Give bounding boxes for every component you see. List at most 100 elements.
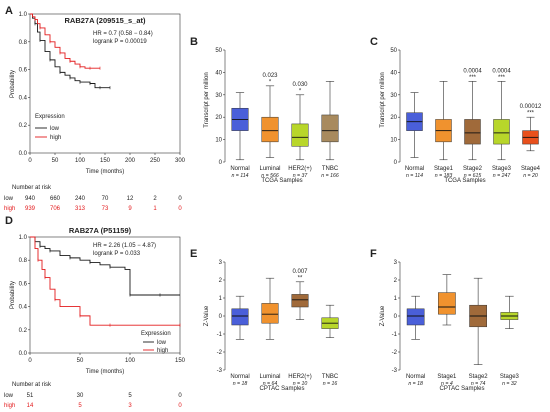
logrank-stat-a: logrank P = 0.00019 — [93, 39, 147, 45]
legend-entry-low-a: low — [50, 126, 60, 132]
y-tick-label: 30 — [215, 93, 222, 99]
p-value-label: 0.0004 — [492, 68, 511, 74]
risk-cell-high: 14 — [27, 403, 34, 409]
risk-cell-low: 0 — [178, 393, 182, 399]
survival-panel-d: D RAB27A (P51159) HR = 2.26 (1.05 − 4.87… — [4, 215, 186, 409]
p-value-label: 0.030 — [292, 82, 308, 88]
sample-size-label: n = 32 — [502, 381, 517, 387]
x-tick-label: 250 — [150, 158, 161, 164]
category-label: Stage1 — [434, 166, 454, 172]
y-tick-label: 0.2 — [19, 123, 28, 129]
sample-size-label: n = 20 — [523, 173, 538, 179]
risk-cell-high: 939 — [25, 206, 36, 212]
risk-cell-high: 73 — [102, 206, 109, 212]
risk-cell-low: 0 — [178, 196, 182, 202]
y-tick-label: 1 — [394, 296, 398, 302]
risk-cell-high: 5 — [78, 403, 82, 409]
x-axis-label-a: Time (months) — [86, 169, 124, 175]
significance-stars: * — [299, 88, 302, 94]
y-tick-label: 0 — [219, 314, 223, 320]
sample-size-label: n = 166 — [321, 173, 339, 179]
risk-cell-low: 940 — [25, 196, 36, 202]
risk-row-label-high-a: high — [4, 206, 15, 212]
sample-size-label: n = 10 — [293, 381, 308, 387]
x-axis-label-c: TCGA Samples — [444, 178, 485, 184]
panel-label-b: B — [190, 36, 198, 48]
risk-cell-low: 51 — [27, 393, 34, 399]
significance-stars: * — [269, 79, 272, 85]
sample-size-label: n = 4 — [441, 381, 453, 387]
y-axis-label-b: Transcript per million — [204, 72, 210, 127]
box-her2- — [291, 123, 309, 147]
risk-cell-high: 9 — [128, 206, 132, 212]
category-label: Stage2 — [469, 374, 489, 380]
box-normal — [231, 308, 249, 326]
y-tick-label: 1.0 — [19, 235, 28, 241]
y-tick-label: 40 — [390, 70, 397, 76]
y-tick-label: 30 — [390, 93, 397, 99]
sample-size-label: n = 247 — [493, 173, 512, 179]
chart-title-a: RAB27A (209515_s_at) — [64, 16, 146, 25]
y-tick-label: 0 — [394, 314, 398, 320]
category-label: HER2(+) — [288, 166, 312, 172]
risk-table-title-a: Number at risk — [12, 185, 52, 191]
y-tick-label: -3 — [392, 368, 398, 374]
survival-curve-high — [30, 13, 100, 69]
category-label: Luminal — [259, 374, 280, 380]
y-tick-label: 2 — [219, 278, 223, 284]
risk-cell-low: 12 — [127, 196, 134, 202]
p-value-label: 0.023 — [262, 73, 278, 79]
sample-size-label: n = 18 — [233, 381, 248, 387]
risk-table-title-d: Number at risk — [12, 382, 52, 388]
y-tick-label: 0.6 — [19, 68, 28, 74]
y-tick-label: -2 — [217, 350, 223, 356]
survival-curve-low — [30, 236, 180, 296]
boxplot-panel-f: F Z-Value CPTAC Samples -3 -2 -1 0 1 2 3 Normal… — [370, 248, 520, 392]
x-tick-label: 50 — [52, 158, 59, 164]
x-tick-label: 0 — [28, 158, 32, 164]
y-tick-label: 20 — [390, 115, 397, 121]
y-tick-label: 2 — [394, 278, 398, 284]
boxplot-panel-b: B Transcript per million TCGA Samples 0 1… — [190, 36, 339, 184]
y-axis-label-f: Z-Value — [380, 305, 386, 326]
category-label: Normal — [230, 166, 249, 172]
y-tick-label: 0.8 — [19, 258, 28, 264]
risk-cell-low: 240 — [75, 196, 86, 202]
y-tick-label: 10 — [390, 138, 397, 144]
risk-cell-high: 313 — [75, 206, 86, 212]
sample-size-label: n = 37 — [293, 173, 309, 179]
p-value-label: 0.0004 — [463, 68, 482, 74]
sample-size-label: n = 183 — [435, 173, 453, 179]
sample-size-label: n = 615 — [464, 173, 482, 179]
risk-cell-low: 70 — [102, 196, 109, 202]
y-tick-label: 0.6 — [19, 281, 28, 287]
category-label: Stage1 — [437, 374, 457, 380]
y-tick-label: 20 — [215, 115, 222, 121]
x-tick-label: 0 — [28, 358, 32, 364]
risk-cell-low: 30 — [77, 393, 84, 399]
category-label: TNBC — [322, 374, 339, 380]
panel-label-e: E — [190, 248, 197, 260]
logrank-stat-d: logrank P = 0.033 — [93, 251, 141, 257]
y-tick-label: 3 — [219, 260, 223, 266]
box-her2- — [291, 294, 309, 308]
risk-row-label-high-d: high — [4, 403, 15, 409]
x-tick-label: 150 — [175, 358, 186, 364]
x-axis-label-f: CPTAC Samples — [440, 386, 485, 392]
box-stage2 — [464, 119, 481, 145]
legend-title-a: Expression — [35, 114, 65, 120]
box-tnbc — [321, 114, 339, 143]
legend-entry-high-d: high — [157, 348, 168, 354]
box-luminal — [261, 116, 279, 143]
risk-cell-high: 0 — [178, 403, 182, 409]
sample-size-label: n = 74 — [471, 381, 486, 387]
box-stage1 — [438, 292, 456, 315]
sample-size-label: n = 114 — [231, 173, 248, 179]
chart-title-d: RAB27A (P51159) — [69, 226, 132, 235]
box-luminal — [261, 303, 279, 324]
y-tick-label: 0.4 — [19, 305, 28, 311]
risk-cell-high: 706 — [50, 206, 61, 212]
x-tick-label: 300 — [175, 158, 186, 164]
y-tick-label: -1 — [217, 332, 223, 338]
risk-row-label-low-a: low — [4, 196, 14, 202]
